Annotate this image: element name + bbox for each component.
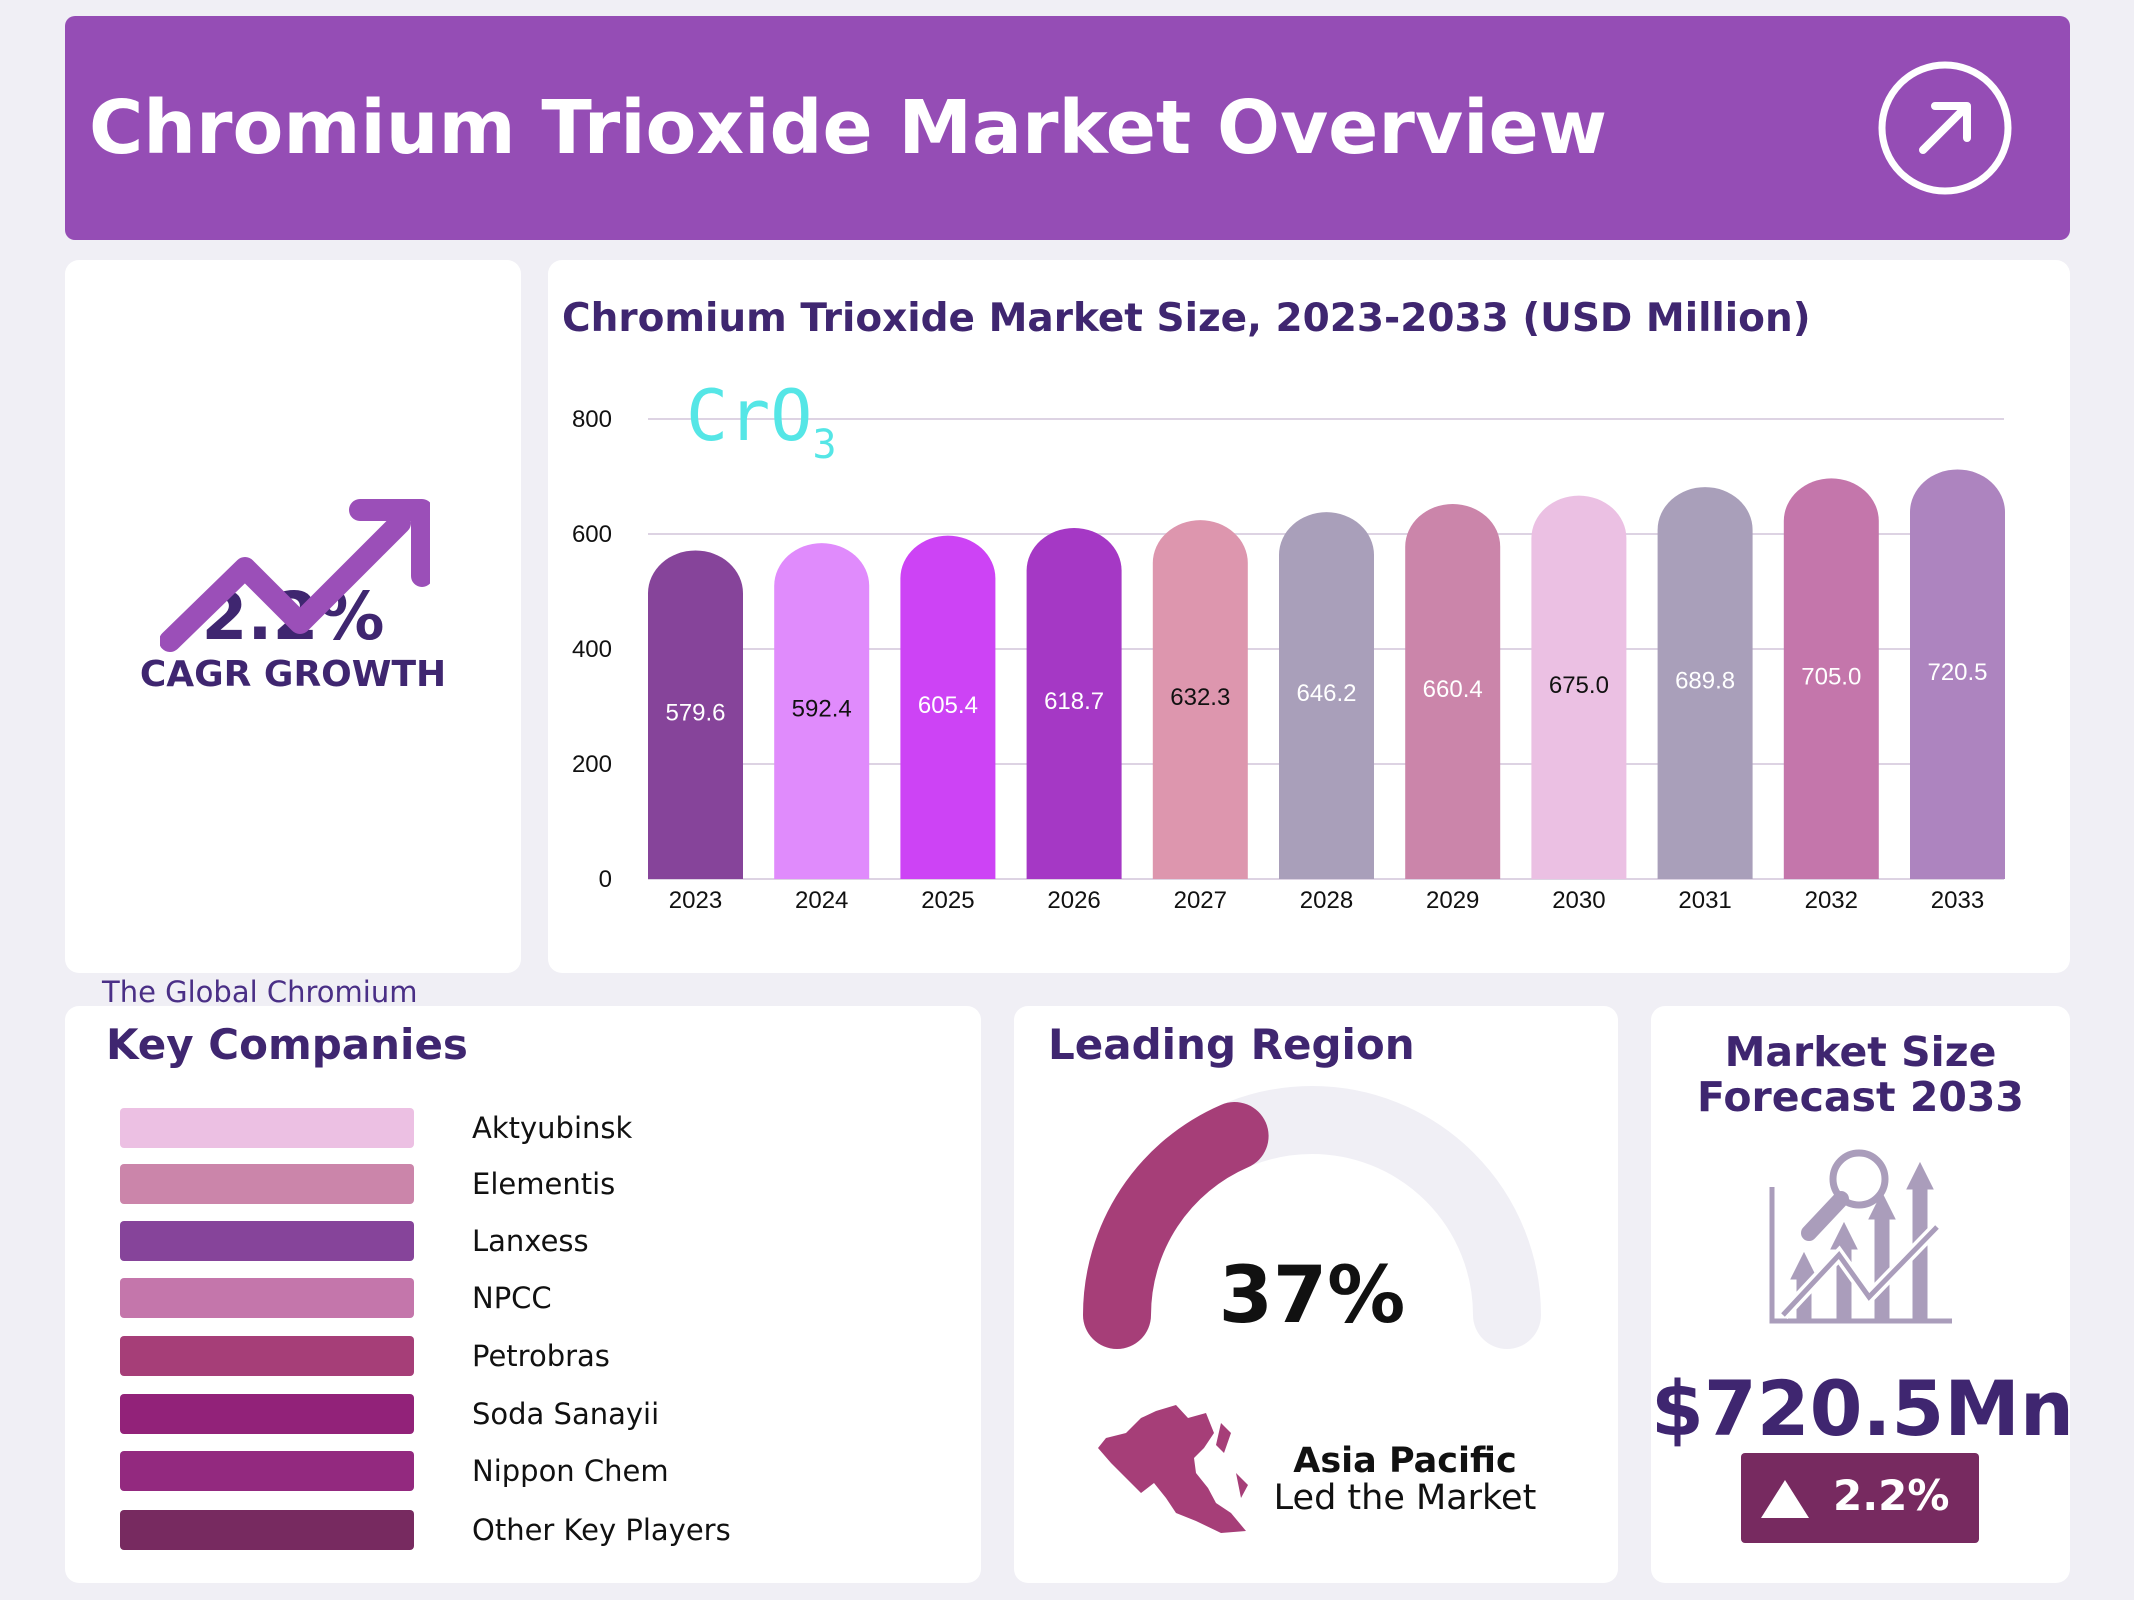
x-tick-label: 2025 <box>921 887 974 914</box>
y-tick-label: 600 <box>572 521 612 548</box>
bar-2033 <box>1910 469 2005 879</box>
bar-2023 <box>648 550 743 879</box>
bar-value-label: 646.2 <box>1296 680 1356 707</box>
company-name: Nippon Chem <box>472 1454 669 1488</box>
companies-card: Key Companies Aktyubinsk Elementis Lanxess… <box>65 1006 981 1583</box>
y-tick-label: 0 <box>599 866 612 893</box>
chart-title: Chromium Trioxide Market Size, 2023-2033… <box>562 296 1811 341</box>
bar-value-label: 605.4 <box>918 692 978 719</box>
forecast-title-line2: Forecast 2033 <box>1697 1073 2024 1121</box>
x-tick-label: 2026 <box>1047 887 1100 914</box>
x-tick-label: 2030 <box>1552 887 1605 914</box>
region-gauge <box>1083 1086 1541 1349</box>
bar-value-label: 720.5 <box>1927 659 1987 686</box>
bar-chart: 0 200 400 600 800 CrO3 579.6 2023 592.4 2024 605… <box>572 375 2005 914</box>
company-name: Elementis <box>472 1167 616 1201</box>
bar-2029 <box>1405 504 1501 879</box>
company-name: Petrobras <box>472 1339 610 1373</box>
bar-2028 <box>1279 512 1374 879</box>
company-swatch <box>120 1510 414 1550</box>
region-title: Leading Region <box>1048 1020 1415 1069</box>
y-tick-label: 400 <box>572 636 612 663</box>
x-tick-label: 2024 <box>795 887 848 914</box>
bar-value-label: 705.0 <box>1801 663 1861 690</box>
company-swatch <box>120 1394 414 1434</box>
chart-magnifier-icon <box>1769 1149 1952 1324</box>
company-name: NPCC <box>472 1281 552 1315</box>
bar-2031 <box>1657 487 1753 879</box>
x-tick-label: 2029 <box>1426 887 1479 914</box>
y-tick-label: 200 <box>572 751 612 778</box>
cagr-label: CAGR GROWTH <box>139 654 447 695</box>
gauge-fill <box>1083 1086 1541 1349</box>
x-tick-label: 2031 <box>1678 887 1731 914</box>
x-tick-label: 2028 <box>1300 887 1353 914</box>
company-swatch <box>120 1164 414 1204</box>
region-name: Asia Pacific <box>1293 1441 1517 1481</box>
company-swatch <box>120 1336 414 1376</box>
bar-2026 <box>1026 528 1122 879</box>
chart-card: Chromium Trioxide Market Size, 2023-2033… <box>548 260 2070 973</box>
company-swatch <box>120 1451 414 1491</box>
bar-value-label: 592.4 <box>792 696 852 723</box>
cagr-card: 2.2% CAGR GROWTH The Global Chromium Tri… <box>65 260 521 1214</box>
company-swatch <box>120 1278 414 1318</box>
bar-value-label: 675.0 <box>1549 672 1609 699</box>
bar-value-label: 618.7 <box>1044 688 1104 715</box>
x-tick-label: 2032 <box>1805 887 1858 914</box>
x-tick-label: 2023 <box>669 887 722 914</box>
company-name: Lanxess <box>472 1224 589 1258</box>
bar-value-label: 660.4 <box>1423 676 1483 703</box>
forecast-title-line1: Market Size <box>1724 1028 1997 1076</box>
growth-badge: 2.2% <box>1741 1453 1979 1543</box>
bar-value-label: 689.8 <box>1675 668 1735 695</box>
region-share: 37% <box>1218 1251 1406 1341</box>
bar-2032 <box>1783 478 1879 879</box>
x-tick-label: 2027 <box>1174 887 1227 914</box>
page-title: Chromium Trioxide Market Overview <box>89 85 1608 171</box>
arrow-up-right-circle-icon[interactable] <box>1877 60 2013 196</box>
y-tick-label: 800 <box>572 406 612 433</box>
company-name: Soda Sanayii <box>472 1397 660 1431</box>
header-banner: Chromium Trioxide Market Overview <box>65 16 2070 240</box>
company-swatch <box>120 1221 414 1261</box>
bar-value-label: 632.3 <box>1170 684 1230 711</box>
companies-title: Key Companies <box>106 1020 468 1069</box>
asia-pacific-map-icon <box>1098 1405 1248 1533</box>
forecast-card: Market Size Forecast 2033 $720.5Mn 2.2% <box>1651 1006 2075 1583</box>
growth-value: 2.2% <box>1833 1471 1950 1520</box>
bar-value-label: 579.6 <box>665 699 725 726</box>
forecast-value: $720.5Mn <box>1651 1364 2075 1453</box>
bar-2025 <box>900 535 996 879</box>
triangle-up-icon <box>1761 1480 1809 1518</box>
bar-2027 <box>1152 520 1248 879</box>
region-card: Leading Region 37% Asia Pacific Led the … <box>1014 1006 1618 1583</box>
chart-annotation: CrO3 <box>686 375 837 468</box>
company-swatch <box>120 1108 414 1148</box>
company-name: Other Key Players <box>472 1513 731 1547</box>
trending-up-arrow-icon <box>160 499 430 652</box>
x-tick-label: 2033 <box>1931 887 1984 914</box>
bar-2030 <box>1531 495 1627 879</box>
region-caption: Led the Market <box>1273 1478 1537 1518</box>
company-name: Aktyubinsk <box>472 1111 633 1145</box>
bar-2024 <box>774 543 870 879</box>
